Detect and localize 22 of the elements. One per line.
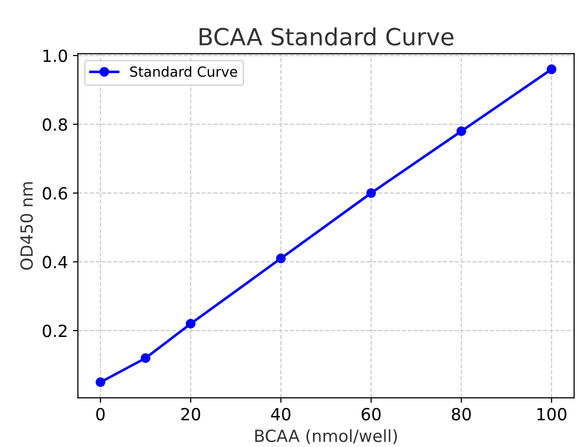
- point: [186, 318, 196, 329]
- point: [276, 254, 286, 264]
- y-tick-label: 1.0: [44, 49, 68, 62]
- point: [96, 377, 106, 388]
- y-tick-label: 0.6: [42, 187, 68, 200]
- x-tick-label: 0: [96, 408, 105, 420]
- x-tick-label: 60: [362, 408, 381, 420]
- x-tick-label: 80: [452, 408, 471, 420]
- y-tick-label: 0.2: [42, 324, 67, 338]
- x-tick-label: 20: [181, 408, 200, 420]
- x-tick-label: 100: [537, 408, 566, 420]
- point: [366, 188, 376, 198]
- point: [546, 64, 556, 74]
- legend-label: Standard Curve: [130, 66, 238, 77]
- y-tick-label: 0.8: [42, 118, 68, 131]
- x-axis-title: BCAA (nmol/well): [255, 429, 397, 444]
- point: [140, 353, 150, 363]
- chart-title: BCAA Standard Curve: [200, 27, 454, 46]
- point: [456, 126, 466, 136]
- y-tick-label: 0.4: [42, 256, 68, 268]
- y-axis-title: OD450 nm: [20, 182, 33, 270]
- x-tick-label: 40: [271, 408, 290, 420]
